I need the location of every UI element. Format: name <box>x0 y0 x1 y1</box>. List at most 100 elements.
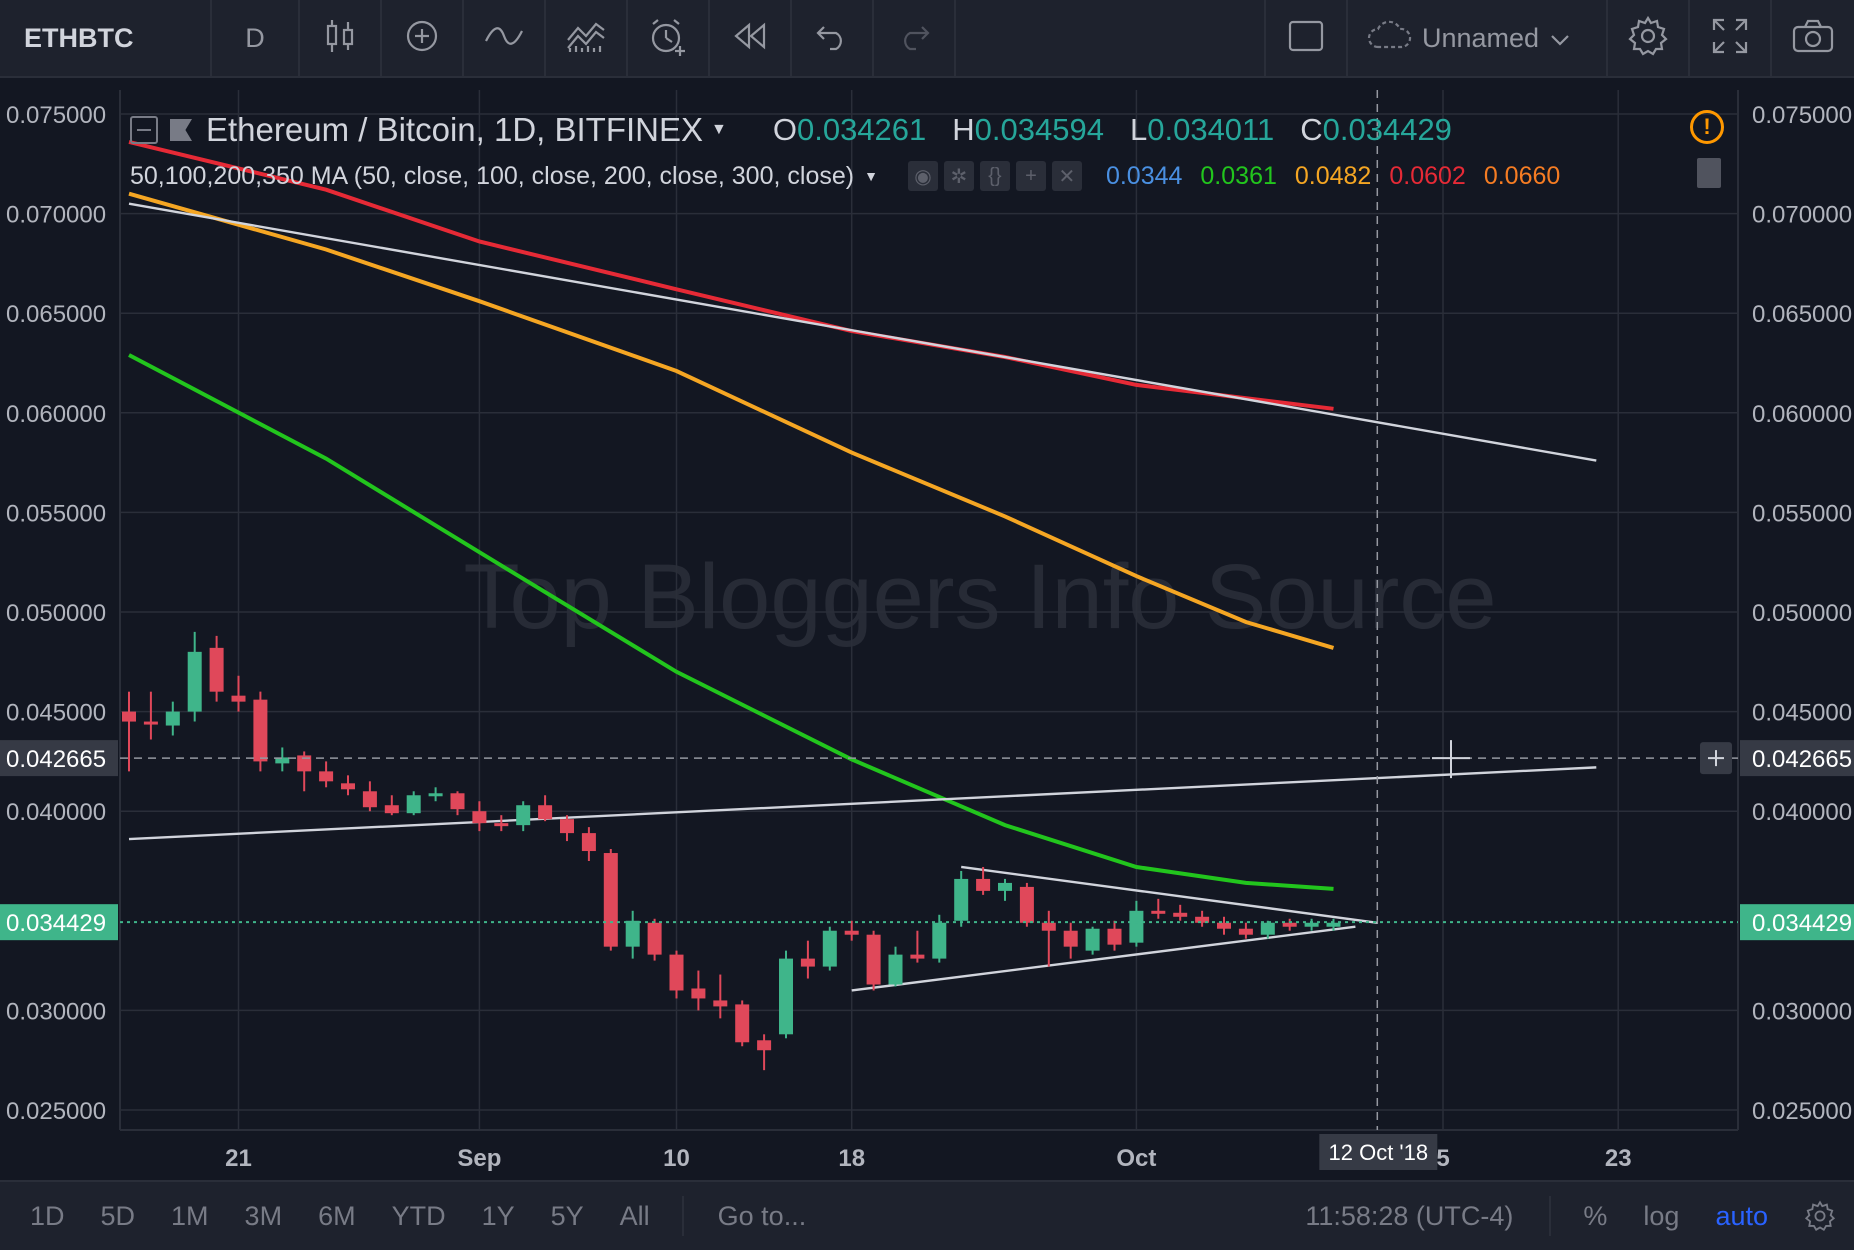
redo-button[interactable] <box>874 0 956 77</box>
range-6m-button[interactable]: 6M <box>318 1200 356 1231</box>
price-axis-label-left: 0.050000 <box>6 600 106 627</box>
candle-body <box>779 958 793 1035</box>
indicators-button[interactable] <box>464 0 546 77</box>
candle-body <box>253 699 268 762</box>
trendline <box>961 865 1378 924</box>
range-5y-button[interactable]: 5Y <box>550 1200 584 1231</box>
candle-body <box>275 757 290 764</box>
auto-scale-toggle[interactable]: auto <box>1715 1200 1768 1231</box>
open-value: 0.034261 <box>796 112 927 147</box>
goto-date-button[interactable]: Go to... <box>717 1200 807 1231</box>
price-chart[interactable]: 0.075000 0.075000 0.070000 0.070000 0.065000… <box>0 80 1854 1180</box>
range-1y-button[interactable]: 1Y <box>481 1200 515 1231</box>
candle-body <box>538 805 553 820</box>
ma-indicator-title[interactable]: 50,100,200,350 MA (50, close, 100, close… <box>130 161 855 190</box>
eye-icon[interactable]: ◉ <box>907 161 938 191</box>
price-axis-label-right: 0.045000 <box>1752 700 1852 727</box>
last-price-badge-left <box>0 904 118 941</box>
chart-area[interactable]: 0.075000 0.075000 0.070000 0.070000 0.065000… <box>0 80 1854 1180</box>
ma-value: 0.0361 <box>1200 161 1277 190</box>
log-scale-toggle[interactable]: log <box>1643 1200 1680 1231</box>
replay-button[interactable] <box>710 0 792 77</box>
candle-body <box>603 853 618 947</box>
interval-button[interactable]: D <box>212 0 300 77</box>
candle-body <box>1282 922 1297 927</box>
fullscreen-icon <box>1710 16 1750 61</box>
range-1d-button[interactable]: 1D <box>30 1200 65 1231</box>
camera-icon <box>1791 18 1835 59</box>
candle-body <box>384 805 399 814</box>
candle-body <box>1063 930 1078 947</box>
candles-icon <box>323 16 357 61</box>
range-all-button[interactable]: All <box>619 1200 650 1231</box>
candle-body <box>757 1040 772 1051</box>
candle-body <box>581 833 596 852</box>
settings-button[interactable] <box>1608 0 1690 77</box>
undo-button[interactable] <box>792 0 874 77</box>
candle-body <box>362 791 377 808</box>
candle-body <box>866 934 881 985</box>
price-axis-label-left: 0.065000 <box>6 301 106 328</box>
candle-body <box>1085 928 1100 951</box>
high-value: 0.034594 <box>974 112 1104 147</box>
candle-body <box>406 795 421 814</box>
templates-button[interactable] <box>546 0 628 77</box>
snapshot-button[interactable] <box>1772 0 1854 77</box>
close-icon[interactable]: ✕ <box>1051 161 1082 191</box>
gear-icon[interactable]: ✲ <box>943 161 974 191</box>
range-5d-button[interactable]: 5D <box>100 1200 136 1231</box>
price-axis-label-left: 0.045000 <box>6 700 106 727</box>
bottom-toolbar: 1D 5D 1M 3M 6M YTD 1Y 5Y All Go to... 11… <box>0 1180 1854 1250</box>
price-axis-label-right: 0.065000 <box>1752 301 1852 328</box>
price-axis-label-right: 0.070000 <box>1752 202 1852 229</box>
gear-icon[interactable] <box>1786 1181 1854 1250</box>
more-plus-icon[interactable]: + <box>1015 161 1046 191</box>
cloud-icon <box>1366 19 1412 58</box>
crosshair-date-badge <box>1319 1134 1438 1170</box>
warning-icon[interactable]: ! <box>1690 110 1724 144</box>
candle-body <box>625 920 640 947</box>
low-label: L <box>1129 112 1148 147</box>
price-axis-label-right: 0.030000 <box>1752 998 1852 1025</box>
candle-body <box>647 922 662 955</box>
rectangle-select-button[interactable] <box>1266 0 1348 77</box>
range-1m-button[interactable]: 1M <box>171 1200 209 1231</box>
candle-body <box>998 882 1012 891</box>
chevron-down-icon[interactable]: ▼ <box>711 121 727 138</box>
price-axis-label-right: 0.025000 <box>1752 1098 1852 1125</box>
ma-value: 0.0660 <box>1483 161 1561 190</box>
layout-name-dropdown[interactable]: Unnamed <box>1348 0 1608 77</box>
price-axis-label-right: 0.060000 <box>1752 401 1852 428</box>
crosshair-price-badge-right <box>1740 740 1854 777</box>
chevron-down-icon[interactable]: ▼ <box>864 168 878 184</box>
chart-style-button[interactable] <box>300 0 382 77</box>
candle-body <box>1041 922 1056 931</box>
last-price-badge-right <box>1740 904 1854 941</box>
time-axis-label: Oct <box>1116 1145 1156 1172</box>
range-ytd-button[interactable]: YTD <box>391 1200 446 1231</box>
flag-icon[interactable] <box>170 119 192 141</box>
fullscreen-button[interactable] <box>1690 0 1772 77</box>
timezone-clock[interactable]: 11:58:28 (UTC-4) <box>1305 1200 1514 1231</box>
legend-main-series: Ethereum / Bitcoin, 1D, BITFINEX ▼ O 0.0… <box>130 108 1468 152</box>
data-window-icon[interactable] <box>1697 158 1721 188</box>
compare-button[interactable] <box>382 0 464 77</box>
trendline <box>128 202 1597 462</box>
ma-value: 0.0602 <box>1389 161 1466 190</box>
candle-body <box>1326 922 1341 927</box>
time-axis-label: Sep <box>457 1145 501 1172</box>
alert-button[interactable] <box>628 0 710 77</box>
symbol-search-button[interactable]: ETHBTC <box>0 0 212 77</box>
collapse-legend-icon[interactable] <box>130 116 158 144</box>
price-axis-label-right: 0.075000 <box>1752 102 1852 129</box>
percent-scale-toggle[interactable]: % <box>1583 1200 1608 1231</box>
candle-body <box>1173 912 1188 917</box>
candle-body <box>143 721 158 725</box>
candle-body <box>1304 922 1319 927</box>
range-3m-button[interactable]: 3M <box>244 1200 283 1231</box>
candle-body <box>494 823 509 827</box>
source-code-icon[interactable]: {} <box>979 161 1010 191</box>
price-axis-label-left: 0.060000 <box>6 401 106 428</box>
series-title[interactable]: Ethereum / Bitcoin, 1D, BITFINEX <box>206 111 703 148</box>
chevron-down-icon <box>1549 23 1571 54</box>
